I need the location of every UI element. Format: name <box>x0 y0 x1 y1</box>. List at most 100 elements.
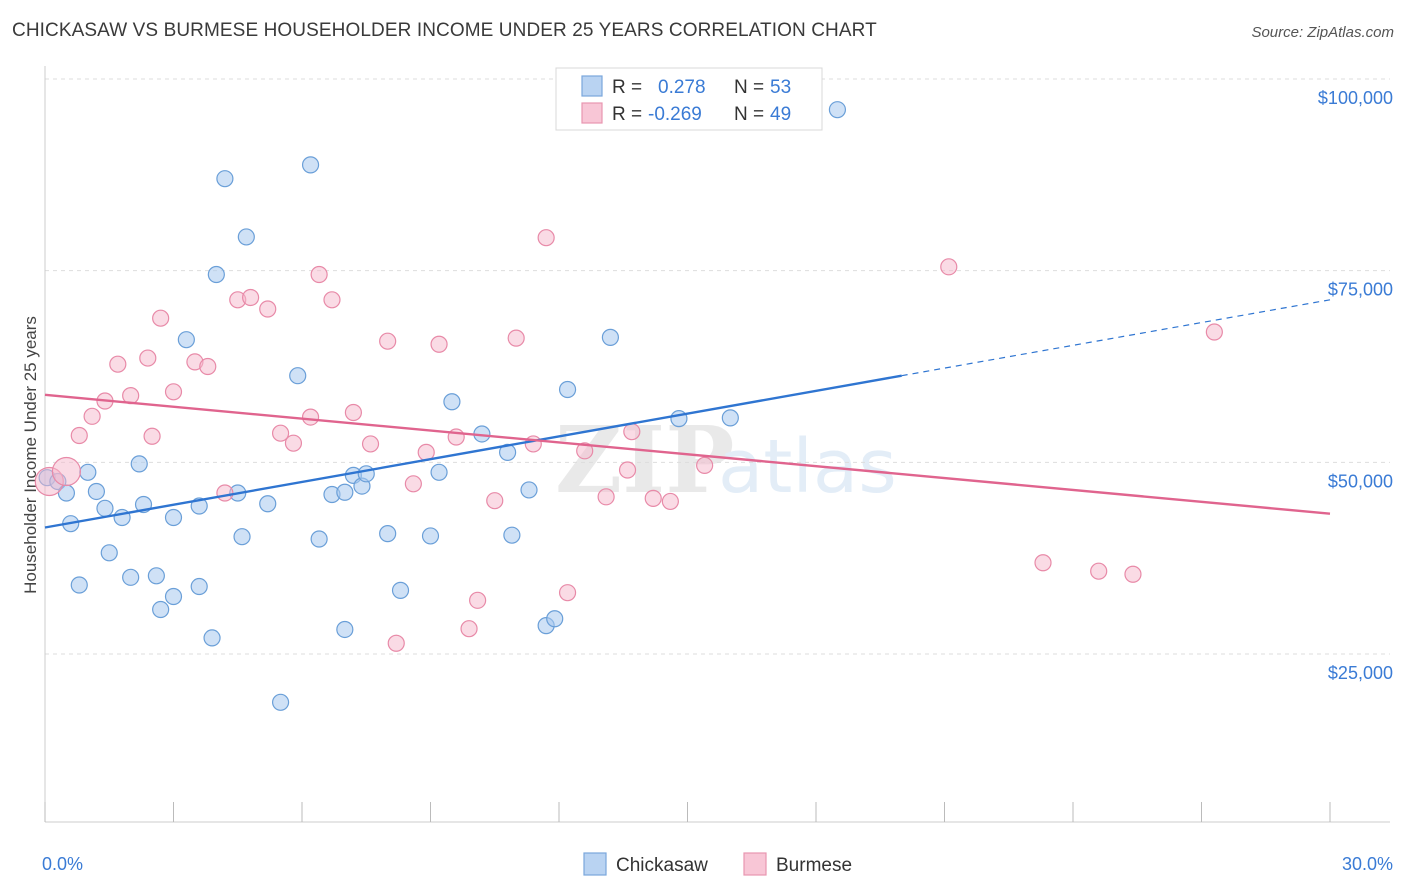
burmese-point-30 <box>460 620 478 638</box>
legend-swatch-chickasaw <box>581 75 603 97</box>
burmese-point-21 <box>323 291 341 309</box>
x-tick-label-max: 30.0% <box>1342 854 1393 874</box>
legend-swatch-burmese <box>581 102 603 124</box>
y-axis-label: Householder Income Under 25 years <box>21 316 40 594</box>
chickasaw-point-28 <box>289 367 307 385</box>
burmese-point-15 <box>242 288 260 307</box>
chickasaw-point-19 <box>190 577 208 596</box>
chickasaw-point-45 <box>520 481 538 499</box>
chickasaw-point-5 <box>79 463 97 481</box>
chickasaw-point-37 <box>379 525 397 543</box>
legend-r-label-burmese: R = <box>612 104 642 125</box>
chickasaw-point-48 <box>558 380 577 399</box>
burmese-point-16 <box>259 300 277 318</box>
burmese-point-17 <box>271 424 290 442</box>
chickasaw-trendline-extension <box>901 299 1331 377</box>
burmese-point-22 <box>344 403 362 422</box>
chickasaw-point-17 <box>177 331 195 349</box>
burmese-point-12 <box>199 357 217 376</box>
burmese-point-9 <box>152 309 170 327</box>
series-chickasaw-points <box>38 101 847 711</box>
gridlines <box>45 78 1390 655</box>
chickasaw-point-44 <box>503 526 521 544</box>
burmese-point-24 <box>379 332 397 350</box>
chickasaw-point-13 <box>147 567 165 585</box>
bottom-legend-label-chickasaw: Chickasaw <box>616 855 708 876</box>
burmese-point-1 <box>51 456 82 487</box>
burmese-point-44 <box>940 258 958 276</box>
burmese-point-33 <box>507 329 525 347</box>
chickasaw-trendline <box>44 374 902 529</box>
y-tick-label-3: $100,000 <box>1318 88 1393 108</box>
chickasaw-point-51 <box>721 409 739 427</box>
watermark: ZIP atlas <box>555 406 897 514</box>
chickasaw-point-10 <box>122 568 140 586</box>
burmese-point-45 <box>1034 554 1052 572</box>
chickasaw-point-25 <box>237 228 255 246</box>
burmese-point-38 <box>597 488 615 506</box>
chart-title: CHICKASAW VS BURMESE HOUSEHOLDER INCOME … <box>12 20 877 41</box>
axes <box>44 66 1390 823</box>
burmese-point-19 <box>301 408 320 426</box>
chickasaw-point-52 <box>828 101 847 119</box>
bottom-legend-label-burmese: Burmese <box>776 855 852 876</box>
burmese-point-41 <box>644 489 662 507</box>
chickasaw-point-41 <box>443 393 461 411</box>
x-tick-labels: 0.0% 30.0% <box>42 854 1393 874</box>
legend-n-value-chickasaw: 53 <box>770 77 791 98</box>
burmese-point-28 <box>430 335 448 353</box>
chickasaw-point-33 <box>336 620 354 639</box>
burmese-point-46 <box>1090 562 1108 580</box>
burmese-point-8 <box>143 427 161 445</box>
chickasaw-point-20 <box>203 629 221 647</box>
burmese-point-43 <box>696 456 714 474</box>
legend-n-label-burmese: N = <box>734 104 764 125</box>
burmese-point-35 <box>537 229 555 247</box>
burmese-point-25 <box>387 634 405 652</box>
burmese-point-26 <box>404 475 422 493</box>
burmese-point-37 <box>576 442 594 460</box>
bottom-legend: Chickasaw Burmese <box>583 852 852 876</box>
burmese-point-42 <box>661 492 679 511</box>
burmese-point-31 <box>469 591 487 609</box>
chickasaw-point-14 <box>152 600 170 619</box>
bottom-legend-swatch-chickasaw <box>583 852 607 876</box>
trendlines <box>44 299 1331 529</box>
y-tick-label-0: $25,000 <box>1328 663 1393 683</box>
x-tick-label-min: 0.0% <box>42 854 83 874</box>
legend-r-value-burmese: -0.269 <box>648 104 702 125</box>
chickasaw-point-30 <box>310 530 328 548</box>
burmese-point-10 <box>164 383 183 401</box>
burmese-point-7 <box>139 349 157 367</box>
burmese-point-48 <box>1205 323 1223 341</box>
chickasaw-point-49 <box>601 328 620 346</box>
burmese-point-20 <box>310 265 328 284</box>
burmese-point-13 <box>216 484 234 502</box>
chickasaw-point-24 <box>233 528 251 546</box>
burmese-point-2 <box>70 426 88 445</box>
chickasaw-point-39 <box>421 527 440 545</box>
chickasaw-point-26 <box>259 495 277 513</box>
burmese-point-32 <box>486 492 504 510</box>
chickasaw-point-4 <box>70 576 88 594</box>
burmese-point-23 <box>361 435 380 453</box>
watermark-atlas: atlas <box>718 424 897 510</box>
burmese-point-47 <box>1124 565 1142 583</box>
chickasaw-point-36 <box>357 465 375 483</box>
chickasaw-point-47 <box>546 610 564 628</box>
chickasaw-point-22 <box>216 170 234 188</box>
chickasaw-point-11 <box>130 455 148 473</box>
chickasaw-point-29 <box>301 156 320 174</box>
burmese-point-40 <box>623 423 641 441</box>
burmese-trendline <box>44 393 1331 515</box>
chickasaw-point-15 <box>164 587 183 606</box>
chickasaw-point-8 <box>100 544 118 562</box>
legend-n-value-burmese: 49 <box>770 104 791 125</box>
chickasaw-point-16 <box>164 508 183 527</box>
chickasaw-point-6 <box>87 482 106 501</box>
burmese-point-39 <box>618 461 637 479</box>
source-label: Source: ZipAtlas.com <box>1251 24 1394 41</box>
bottom-legend-swatch-burmese <box>743 852 767 876</box>
legend-r-label-chickasaw: R = <box>612 77 642 98</box>
